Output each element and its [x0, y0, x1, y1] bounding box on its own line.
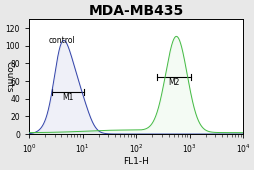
- Y-axis label: Counts: Counts: [4, 61, 13, 92]
- Text: M1: M1: [62, 93, 73, 102]
- Text: control: control: [48, 36, 75, 45]
- Title: MDA-MB435: MDA-MB435: [88, 4, 183, 18]
- X-axis label: FL1-H: FL1-H: [123, 157, 149, 166]
- Text: M2: M2: [167, 78, 179, 87]
